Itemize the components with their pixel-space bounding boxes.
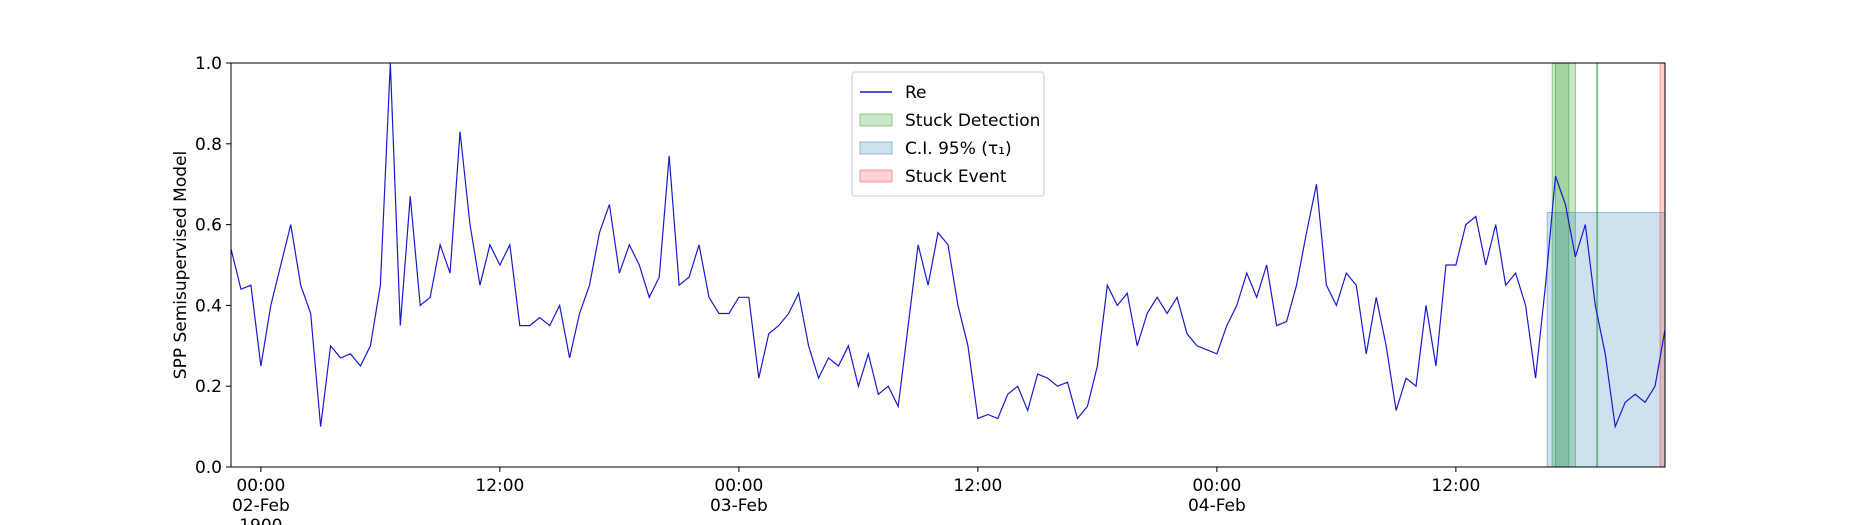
x-tick-label: 12:00 — [953, 476, 1002, 496]
y-tick-label: 1.0 — [195, 54, 222, 74]
data-line — [230, 62, 1666, 429]
legend-label: Stuck Event — [905, 167, 1007, 187]
plot-frame — [230, 62, 1666, 468]
y-tick-label: 0.6 — [195, 216, 222, 236]
legend-swatch — [859, 169, 893, 183]
y-axis-label: SPP Semisupervised Model — [171, 151, 191, 379]
x-tick-label: 00:00 03-Feb — [710, 476, 768, 516]
x-tick-label: 00:00 04-Feb — [1188, 476, 1246, 516]
legend-swatch — [859, 113, 893, 127]
region-span — [1546, 211, 1666, 468]
x-tick-label: 12:00 — [1431, 476, 1480, 496]
x-tick-label: 12:00 — [475, 476, 524, 496]
legend-label: Re — [905, 83, 927, 103]
legend-label: C.I. 95% (τ₁) — [905, 139, 1012, 159]
legend-swatch — [859, 141, 893, 155]
y-tick-label: 0.2 — [195, 377, 222, 397]
y-tick-label: 0.8 — [195, 135, 222, 155]
y-tick-label: 0.4 — [195, 296, 222, 316]
legend-label: Stuck Detection — [905, 111, 1040, 131]
y-tick-label: 0.0 — [195, 458, 222, 478]
region-span — [1659, 62, 1666, 468]
legend-box — [851, 71, 1045, 197]
